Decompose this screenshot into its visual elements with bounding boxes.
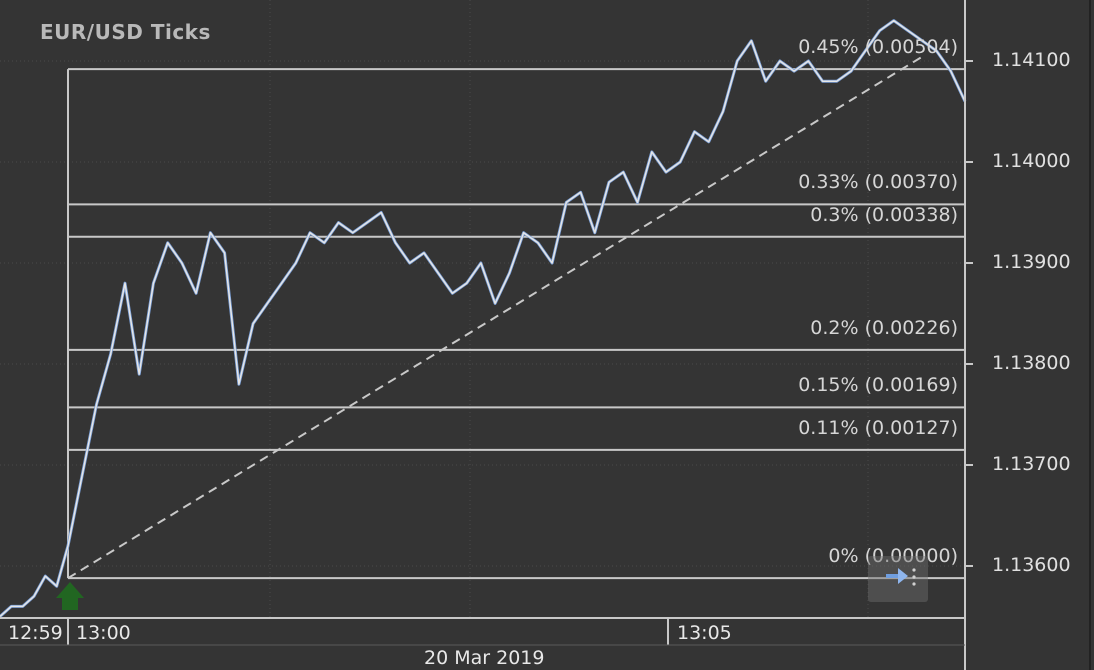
fib-level-label: 0.45% (0.00504) [798, 36, 958, 59]
trend-line [67, 54, 926, 579]
x-tick-label-1305: 13:05 [677, 622, 732, 644]
price-series-bid [0, 19, 966, 618]
arrow-right-icon [886, 568, 916, 586]
y-tick-label: 1.13900 [992, 251, 1071, 273]
y-tick-label: 1.13700 [992, 453, 1071, 475]
event-arrow-icon [56, 582, 84, 610]
y-tick-label: 1.13800 [992, 352, 1071, 374]
fib-level-label: 0.15% (0.00169) [798, 374, 958, 397]
x-tick-label-1259: 12:59 [8, 622, 63, 644]
fib-level-label: 0.33% (0.00370) [798, 171, 958, 194]
fib-level-label: 0% (0.00000) [828, 545, 958, 568]
date-label: 20 Mar 2019 [424, 647, 545, 669]
fib-level-label: 0.11% (0.00127) [798, 416, 958, 439]
x-tick-label-1300: 13:00 [76, 622, 131, 644]
chart-title: EUR/USD Ticks [40, 20, 211, 44]
y-tick-label: 1.13600 [992, 554, 1071, 576]
fib-level-label: 0.3% (0.00338) [810, 203, 958, 226]
scroll-to-end-button[interactable] [868, 556, 928, 602]
y-tick-label: 1.14000 [992, 150, 1071, 172]
fib-level-label: 0.2% (0.00226) [810, 316, 958, 339]
y-tick-label: 1.14100 [992, 49, 1071, 71]
